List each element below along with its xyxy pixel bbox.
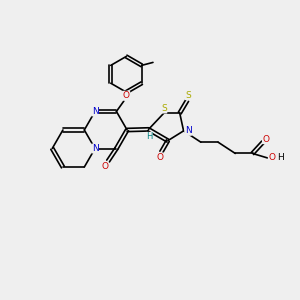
Text: S: S [185,91,191,100]
Text: O: O [123,91,130,100]
Text: H: H [277,153,284,162]
Text: O: O [268,153,275,162]
Text: N: N [92,144,98,153]
Text: N: N [185,126,191,135]
Text: S: S [161,104,167,113]
Text: O: O [156,153,163,162]
Text: O: O [101,162,108,171]
Text: N: N [92,107,98,116]
Text: O: O [262,135,269,144]
Text: H: H [146,132,152,141]
